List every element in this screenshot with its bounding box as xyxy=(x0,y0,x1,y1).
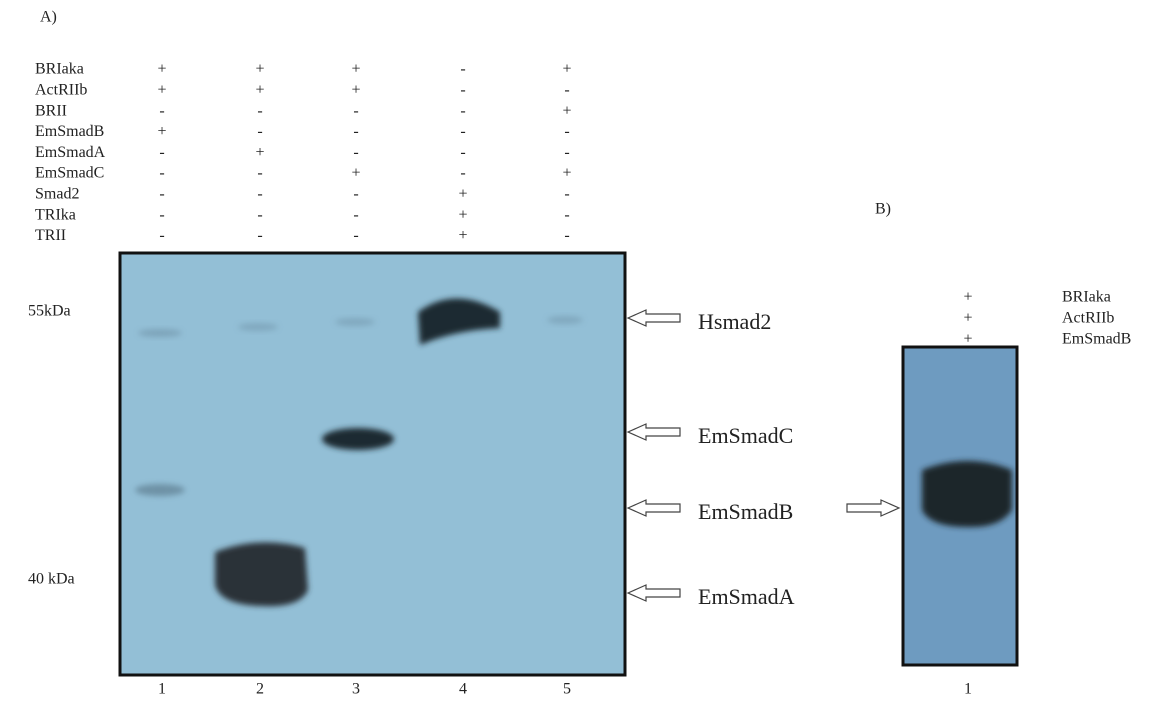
sign: - xyxy=(460,61,465,78)
sign: - xyxy=(257,227,262,244)
sign: - xyxy=(564,206,569,223)
sign: - xyxy=(353,206,358,223)
sign: + xyxy=(562,61,571,78)
row-label: TRIka xyxy=(35,206,76,223)
sign: - xyxy=(159,165,164,182)
sign: + xyxy=(157,123,166,140)
lane-number: 4 xyxy=(459,681,467,698)
arrow xyxy=(628,424,680,440)
sign: + xyxy=(458,206,467,223)
row-label: BRIaka xyxy=(35,61,84,78)
panel-label: A) xyxy=(40,9,57,26)
sign: + xyxy=(255,81,264,98)
row-label: EmSmadB xyxy=(1062,331,1131,348)
sign: + xyxy=(458,185,467,202)
lane-number: 1 xyxy=(964,681,972,698)
sign: - xyxy=(564,144,569,161)
row-label: ActRIIb xyxy=(35,81,87,98)
sign: - xyxy=(257,206,262,223)
sign: + xyxy=(351,165,360,182)
marker-label: 40 kDa xyxy=(28,571,75,588)
band-label: EmSmadA xyxy=(698,584,795,609)
row-label: TRII xyxy=(35,227,66,244)
sign: + xyxy=(963,310,972,327)
sign: + xyxy=(351,61,360,78)
sign: - xyxy=(257,123,262,140)
sign: - xyxy=(564,227,569,244)
sign: - xyxy=(460,81,465,98)
sign: + xyxy=(255,61,264,78)
lane-number: 3 xyxy=(352,681,360,698)
gel-a xyxy=(120,253,625,675)
row-label: BRIaka xyxy=(1062,289,1111,306)
arrow xyxy=(628,310,680,326)
sign: - xyxy=(353,185,358,202)
lane-number: 1 xyxy=(158,681,166,698)
sign: - xyxy=(257,185,262,202)
band-label: EmSmadB xyxy=(698,499,793,524)
sign: + xyxy=(458,227,467,244)
sign: + xyxy=(963,289,972,306)
sign: + xyxy=(351,81,360,98)
row-label: EmSmadA xyxy=(35,144,106,161)
marker-label: 55kDa xyxy=(28,303,71,320)
row-label: EmSmadC xyxy=(35,165,104,182)
row-label: ActRIIb xyxy=(1062,310,1114,327)
row-label: Smad2 xyxy=(35,185,79,202)
lane-number: 2 xyxy=(256,681,264,698)
sign: - xyxy=(460,102,465,119)
sign: - xyxy=(159,206,164,223)
sign: - xyxy=(564,123,569,140)
sign: - xyxy=(159,185,164,202)
sign: - xyxy=(460,165,465,182)
sign: - xyxy=(159,102,164,119)
sign: - xyxy=(353,123,358,140)
lane-number: 5 xyxy=(563,681,571,698)
sign: - xyxy=(159,227,164,244)
sign: + xyxy=(562,165,571,182)
band-b xyxy=(922,461,1012,527)
row-label: EmSmadB xyxy=(35,123,104,140)
sign: - xyxy=(353,102,358,119)
sign: + xyxy=(562,102,571,119)
sign: - xyxy=(460,144,465,161)
band-label: EmSmadC xyxy=(698,423,793,448)
row-label: BRII xyxy=(35,102,67,119)
sign: - xyxy=(564,185,569,202)
sign: + xyxy=(157,61,166,78)
sign: - xyxy=(257,165,262,182)
arrow xyxy=(847,500,899,516)
sign: - xyxy=(353,144,358,161)
sign: - xyxy=(159,144,164,161)
sign: - xyxy=(257,102,262,119)
sign: + xyxy=(255,144,264,161)
sign: - xyxy=(353,227,358,244)
sign: - xyxy=(460,123,465,140)
sign: + xyxy=(963,331,972,348)
band-label: Hsmad2 xyxy=(698,309,771,334)
arrow xyxy=(628,500,680,516)
sign: + xyxy=(157,81,166,98)
panel-label: B) xyxy=(875,201,891,218)
arrow xyxy=(628,585,680,601)
figure: A) B) BRIaka + + + - + ActRIIb + + + - - BRII - - - - + Em… xyxy=(0,0,1162,704)
sign: - xyxy=(564,81,569,98)
